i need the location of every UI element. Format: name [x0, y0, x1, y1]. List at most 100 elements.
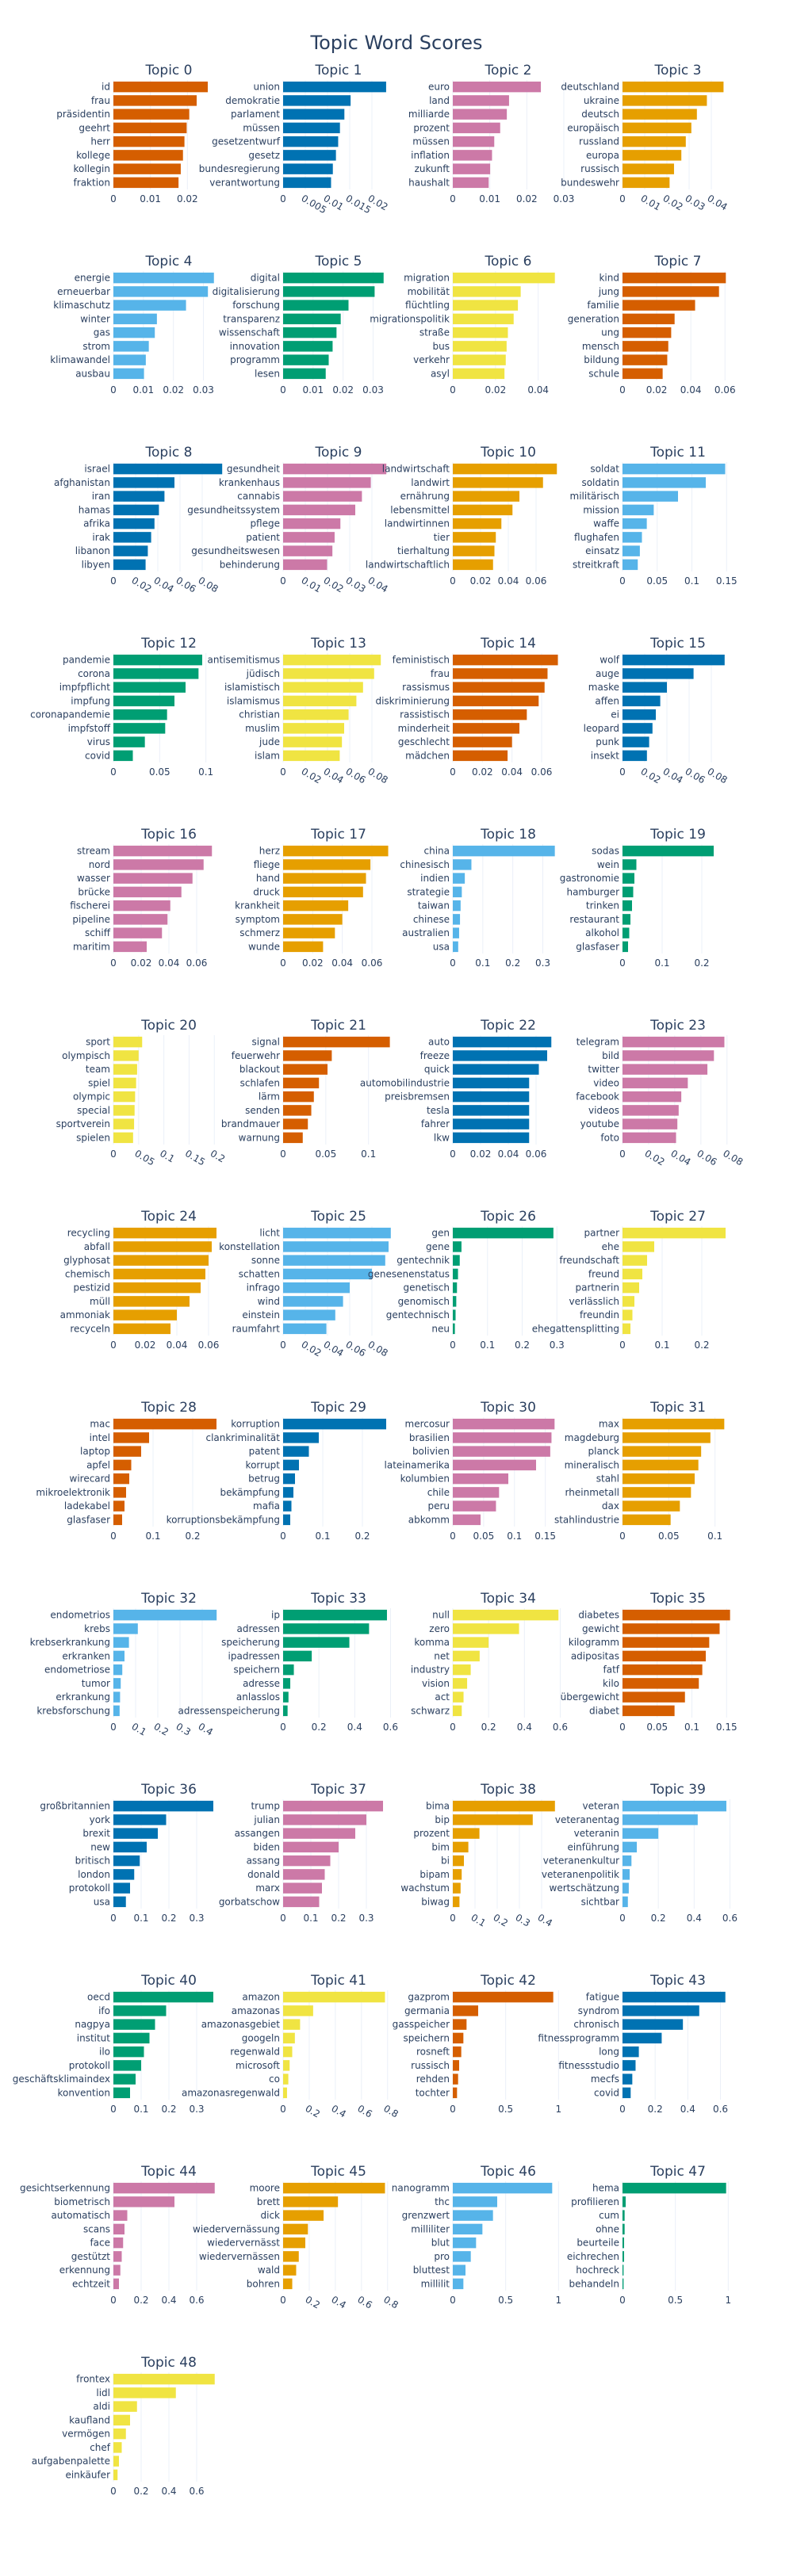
tick-label: 0.15: [716, 1722, 737, 1733]
bar: [453, 2210, 493, 2221]
category-label: china: [424, 846, 450, 857]
category-label: speichern: [404, 2032, 450, 2043]
bar: [453, 1132, 530, 1144]
category-label: brandmauer: [221, 1118, 280, 1129]
category-label: kilo: [603, 1678, 619, 1689]
category-label: neu: [431, 1323, 450, 1334]
subplot-topic-7: Topic 7 kind jung familie generation ung mensc…: [568, 254, 736, 396]
category-label: gentechnik: [396, 1255, 450, 1266]
tick-label: 0: [450, 957, 456, 969]
tick-label: 0: [110, 1531, 117, 1542]
bar: [623, 1418, 725, 1430]
bar: [623, 286, 719, 297]
tick-label: 0.1: [654, 1340, 669, 1351]
category-label: deutsch: [581, 109, 619, 120]
category-label: schiff: [85, 927, 111, 938]
bar: [623, 900, 632, 912]
bar: [113, 1091, 136, 1103]
bar: [283, 2087, 287, 2099]
category-label: forschung: [232, 300, 280, 311]
bar: [623, 545, 640, 556]
tick-label: 0.1: [475, 957, 490, 969]
bar: [283, 1991, 385, 2003]
category-label: max: [599, 1419, 619, 1430]
subplot-topic-48: Topic 48 frontex lidl aldi kaufland vermögen c…: [32, 2355, 215, 2497]
subplot-topic-18: Topic 18 china chinesisch indien strategie ta…: [400, 827, 555, 969]
tick-label: 0.05: [315, 1148, 336, 1160]
bar: [623, 695, 661, 707]
category-label: chronisch: [573, 2019, 619, 2030]
tick-label: 0: [110, 2486, 117, 2497]
bar: [453, 1118, 530, 1129]
tick-label: 0.02: [516, 193, 538, 204]
subplot-title: Topic 31: [649, 1400, 706, 1416]
bar: [623, 1828, 659, 1839]
bar: [623, 109, 697, 120]
category-label: infrago: [247, 1282, 280, 1294]
bar: [283, 122, 340, 134]
bar: [113, 1227, 216, 1239]
bar: [283, 1241, 389, 1252]
bar: [623, 941, 628, 953]
bar: [623, 1896, 628, 1908]
bar: [283, 2019, 301, 2030]
subplot-title: Topic 26: [480, 1209, 536, 1225]
category-label: landwirtschaft: [382, 464, 450, 475]
category-label: geschlecht: [398, 736, 450, 747]
subplot-title: Topic 33: [310, 1591, 366, 1607]
category-label: planck: [588, 1446, 620, 1457]
subplot-title: Topic 9: [315, 445, 362, 461]
bar: [113, 1296, 190, 1307]
bar: [113, 914, 168, 925]
tick-label: 0.01: [132, 384, 154, 396]
bar: [453, 723, 519, 734]
bar: [113, 845, 213, 857]
bar: [453, 1282, 458, 1294]
tick-label: 0: [619, 766, 626, 778]
tick-label: 0: [619, 575, 626, 587]
tick-label: 0.04: [661, 766, 685, 785]
bar: [623, 1664, 703, 1676]
bar: [283, 886, 363, 898]
category-label: ehe: [602, 1241, 619, 1252]
category-label: großbritannien: [40, 1801, 110, 1812]
bar: [623, 1446, 702, 1457]
category-label: protokoll: [69, 1882, 110, 1894]
category-label: partnerin: [576, 1282, 619, 1294]
tick-label: 0.04: [527, 384, 549, 396]
bar: [623, 368, 663, 380]
category-label: wissenschaft: [219, 327, 280, 338]
tick-label: 0: [110, 384, 117, 396]
bar: [623, 723, 653, 734]
subplot-topic-26: Topic 26 gen gene gentechnik genesenenstatus…: [368, 1209, 565, 1351]
category-label: wald: [258, 2265, 280, 2276]
bar: [113, 1487, 126, 1498]
category-label: demokratie: [225, 95, 280, 106]
bar: [453, 1841, 469, 1853]
tick-label: 0.2: [152, 1721, 171, 1738]
bar: [283, 300, 349, 311]
tick-label: 0.3: [189, 2104, 204, 2115]
category-label: ammoniak: [60, 1309, 110, 1320]
category-label: corona: [78, 668, 110, 679]
category-label: moore: [250, 2183, 280, 2194]
bar: [113, 2442, 122, 2453]
category-label: sport: [86, 1037, 110, 1048]
subplot-title: Topic 45: [310, 2164, 366, 2180]
bar: [113, 2251, 122, 2262]
category-label: genesenenstatus: [368, 1268, 450, 1279]
bar: [283, 2210, 324, 2221]
category-label: mecfs: [591, 2073, 619, 2085]
bar: [623, 1473, 695, 1485]
bar: [623, 163, 674, 174]
bar: [453, 545, 495, 556]
subplot-topic-3: Topic 3 deutschland ukraine deutsch europäis…: [561, 63, 729, 212]
category-label: mac: [90, 1419, 110, 1430]
tick-label: 0: [619, 193, 626, 204]
category-label: freeze: [420, 1050, 450, 1061]
bar: [283, 2005, 313, 2016]
category-label: trump: [251, 1801, 280, 1812]
bar: [453, 900, 461, 912]
category-label: tierhaltung: [397, 545, 450, 556]
bar: [113, 300, 186, 311]
